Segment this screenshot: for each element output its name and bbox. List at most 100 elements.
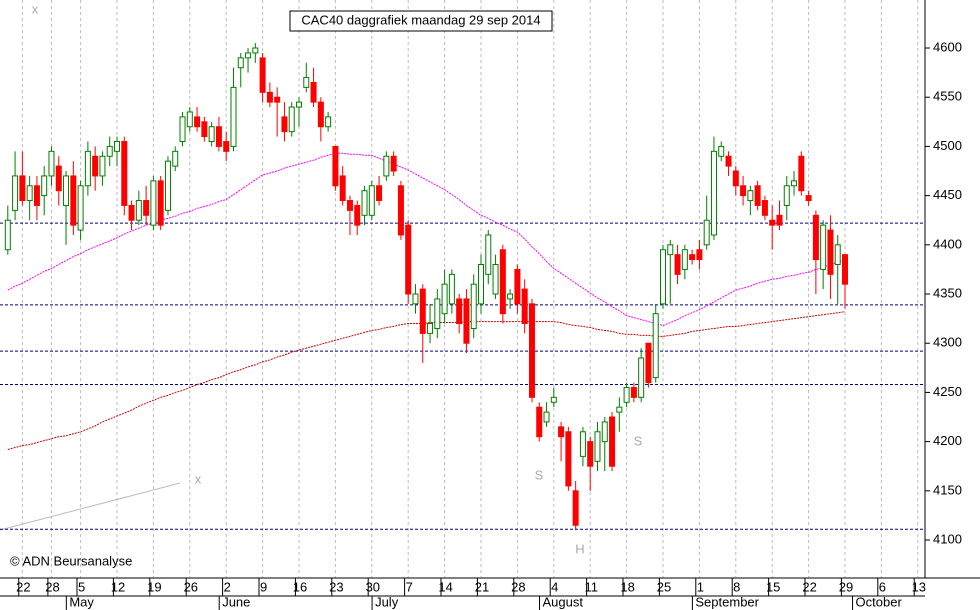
candle-body [543, 411, 550, 423]
candle-body [332, 145, 339, 187]
month-label: September [695, 594, 759, 609]
candle-body [208, 126, 215, 142]
candle-body [572, 490, 579, 526]
candle-body [405, 224, 412, 295]
x-tick-label: 5 [78, 579, 85, 594]
y-tick-label: 4450 [933, 187, 962, 202]
y-tick-label: 4250 [933, 384, 962, 399]
candle-body [55, 165, 62, 192]
credit: © ADN Beursanalyse [10, 553, 132, 568]
candle-body [106, 145, 113, 157]
candle-body [70, 175, 77, 226]
candle-body [84, 150, 91, 187]
candle-body [63, 175, 70, 206]
x-tick-label: 19 [147, 579, 161, 594]
x-tick-label: 13 [912, 579, 926, 594]
annotation: x [32, 1, 39, 16]
x-tick-label: 21 [475, 579, 489, 594]
candle-body [419, 288, 426, 334]
y-tick-label: 4200 [933, 433, 962, 448]
candle-body [33, 185, 40, 206]
candle-body [390, 155, 397, 172]
candle-body [245, 52, 252, 59]
candle-body [77, 185, 84, 231]
candle-body [237, 57, 244, 69]
moving-average [7, 311, 846, 450]
candle-body [674, 254, 681, 275]
x-tick-label: 30 [366, 579, 380, 594]
candle-body [609, 416, 616, 467]
candle-body [383, 155, 390, 177]
candle-body [638, 357, 645, 398]
x-tick-label: 22 [16, 579, 30, 594]
candle-body [492, 263, 499, 295]
candle-body [325, 116, 332, 128]
candle-body [99, 155, 106, 177]
candle-body [798, 155, 805, 192]
candle-body [565, 431, 572, 487]
candle-body [274, 96, 281, 103]
candle-body [434, 298, 441, 329]
candle-body [725, 155, 732, 167]
candle-body [834, 244, 841, 265]
candle-body [281, 116, 288, 133]
candle-body [740, 185, 747, 197]
candle-body [710, 150, 717, 236]
title-box [289, 10, 553, 32]
candle-body [172, 150, 179, 167]
candle-body [266, 91, 273, 103]
candle-body [376, 185, 383, 202]
x-tick-label: 11 [584, 579, 598, 594]
y-tick-label: 4350 [933, 285, 962, 300]
annotation: x [195, 471, 202, 486]
candle-body [135, 200, 142, 221]
candle-body [761, 200, 768, 216]
candle-body [776, 214, 783, 226]
candle-body [652, 313, 659, 379]
candle-body [703, 219, 710, 246]
candle-body [339, 175, 346, 202]
annotation: S [634, 433, 643, 448]
candle-body [485, 234, 492, 275]
candle-body [288, 106, 295, 133]
month-label: July [375, 594, 399, 609]
candle-body [594, 431, 601, 462]
candle-body [310, 81, 317, 103]
month-label: October [856, 594, 903, 609]
chart-title: CAC40 daggrafiek maandag 29 sep 2014 [301, 12, 540, 27]
x-tick-label: 29 [839, 579, 853, 594]
candle-body [215, 126, 222, 147]
candle-body [41, 175, 48, 197]
candle-body [230, 86, 237, 147]
month-label: May [69, 594, 94, 609]
candle-body [842, 254, 848, 285]
x-tick-label: 15 [766, 579, 780, 594]
candle-body [114, 140, 120, 152]
y-tick-label: 4150 [933, 482, 962, 497]
month-label: August [543, 594, 584, 609]
x-tick-label: 28 [45, 579, 59, 594]
candle-body [470, 283, 477, 329]
candle-body [820, 224, 827, 270]
candle-body [368, 185, 375, 216]
candle-body [499, 249, 506, 315]
candle-body [456, 298, 463, 325]
candle-body [732, 170, 739, 187]
x-tick-label: 2 [224, 579, 231, 594]
candle-body [601, 421, 608, 443]
candle-body [128, 204, 135, 221]
candle-body [805, 195, 812, 202]
month-label: June [222, 594, 250, 609]
candle-body [361, 190, 368, 216]
candle-body [754, 185, 761, 206]
candle-body [412, 293, 419, 305]
candle-body [791, 180, 798, 187]
x-tick-label: 25 [657, 579, 671, 594]
candle-body [223, 140, 230, 152]
candle-body [441, 283, 448, 315]
x-tick-label: 26 [184, 579, 198, 594]
candle-body [681, 249, 688, 270]
y-tick-label: 4600 [933, 39, 962, 54]
candle-body [616, 406, 623, 413]
y-tick-label: 4400 [933, 236, 962, 251]
